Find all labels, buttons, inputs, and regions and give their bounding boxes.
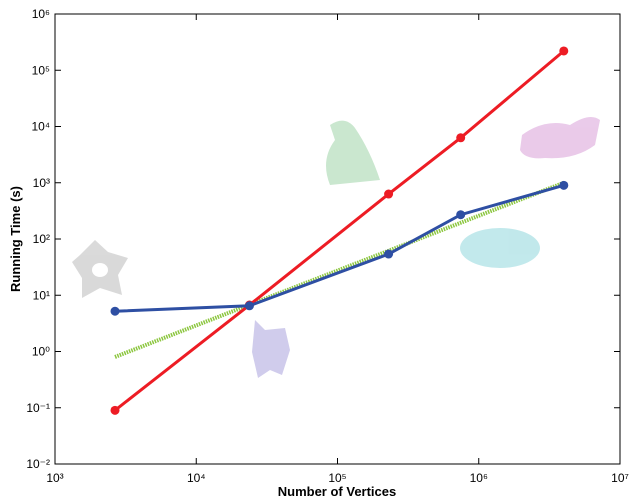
model-shape — [460, 228, 540, 268]
data-point — [384, 190, 393, 199]
y-tick-label: 10⁰ — [32, 345, 50, 359]
y-tick-label: 10⁻² — [26, 457, 50, 471]
y-tick-label: 10⁶ — [32, 7, 50, 21]
data-point — [456, 210, 465, 219]
model-shape — [520, 117, 600, 158]
y-axis-title: Running Time (s) — [8, 186, 23, 292]
model-shape — [252, 320, 290, 378]
chart: Number of Vertices Running Time (s) 10³1… — [0, 0, 642, 504]
x-tick-label: 10⁷ — [611, 471, 629, 485]
y-tick-label: 10¹ — [33, 288, 50, 302]
data-point — [559, 181, 568, 190]
y-tick-label: 10⁴ — [31, 120, 50, 134]
data-point — [384, 250, 393, 259]
y-tick-label: 10³ — [33, 176, 50, 190]
data-point — [245, 301, 254, 310]
x-tick-label: 10⁶ — [470, 471, 488, 485]
x-tick-label: 10³ — [46, 471, 63, 485]
model-shape — [326, 121, 380, 185]
y-tick-label: 10⁻¹ — [26, 401, 50, 415]
data-point — [111, 406, 120, 415]
x-tick-label: 10⁴ — [187, 471, 206, 485]
data-point — [559, 46, 568, 55]
y-tick-label: 10⁵ — [32, 63, 50, 77]
x-tick-label: 10⁵ — [328, 471, 346, 485]
series-line — [115, 183, 564, 357]
x-axis-title: Number of Vertices — [278, 484, 397, 499]
data-point — [456, 133, 465, 142]
model-hole — [92, 263, 108, 277]
data-point — [111, 307, 120, 316]
y-tick-label: 10² — [33, 232, 50, 246]
model-illustrations — [72, 117, 600, 378]
